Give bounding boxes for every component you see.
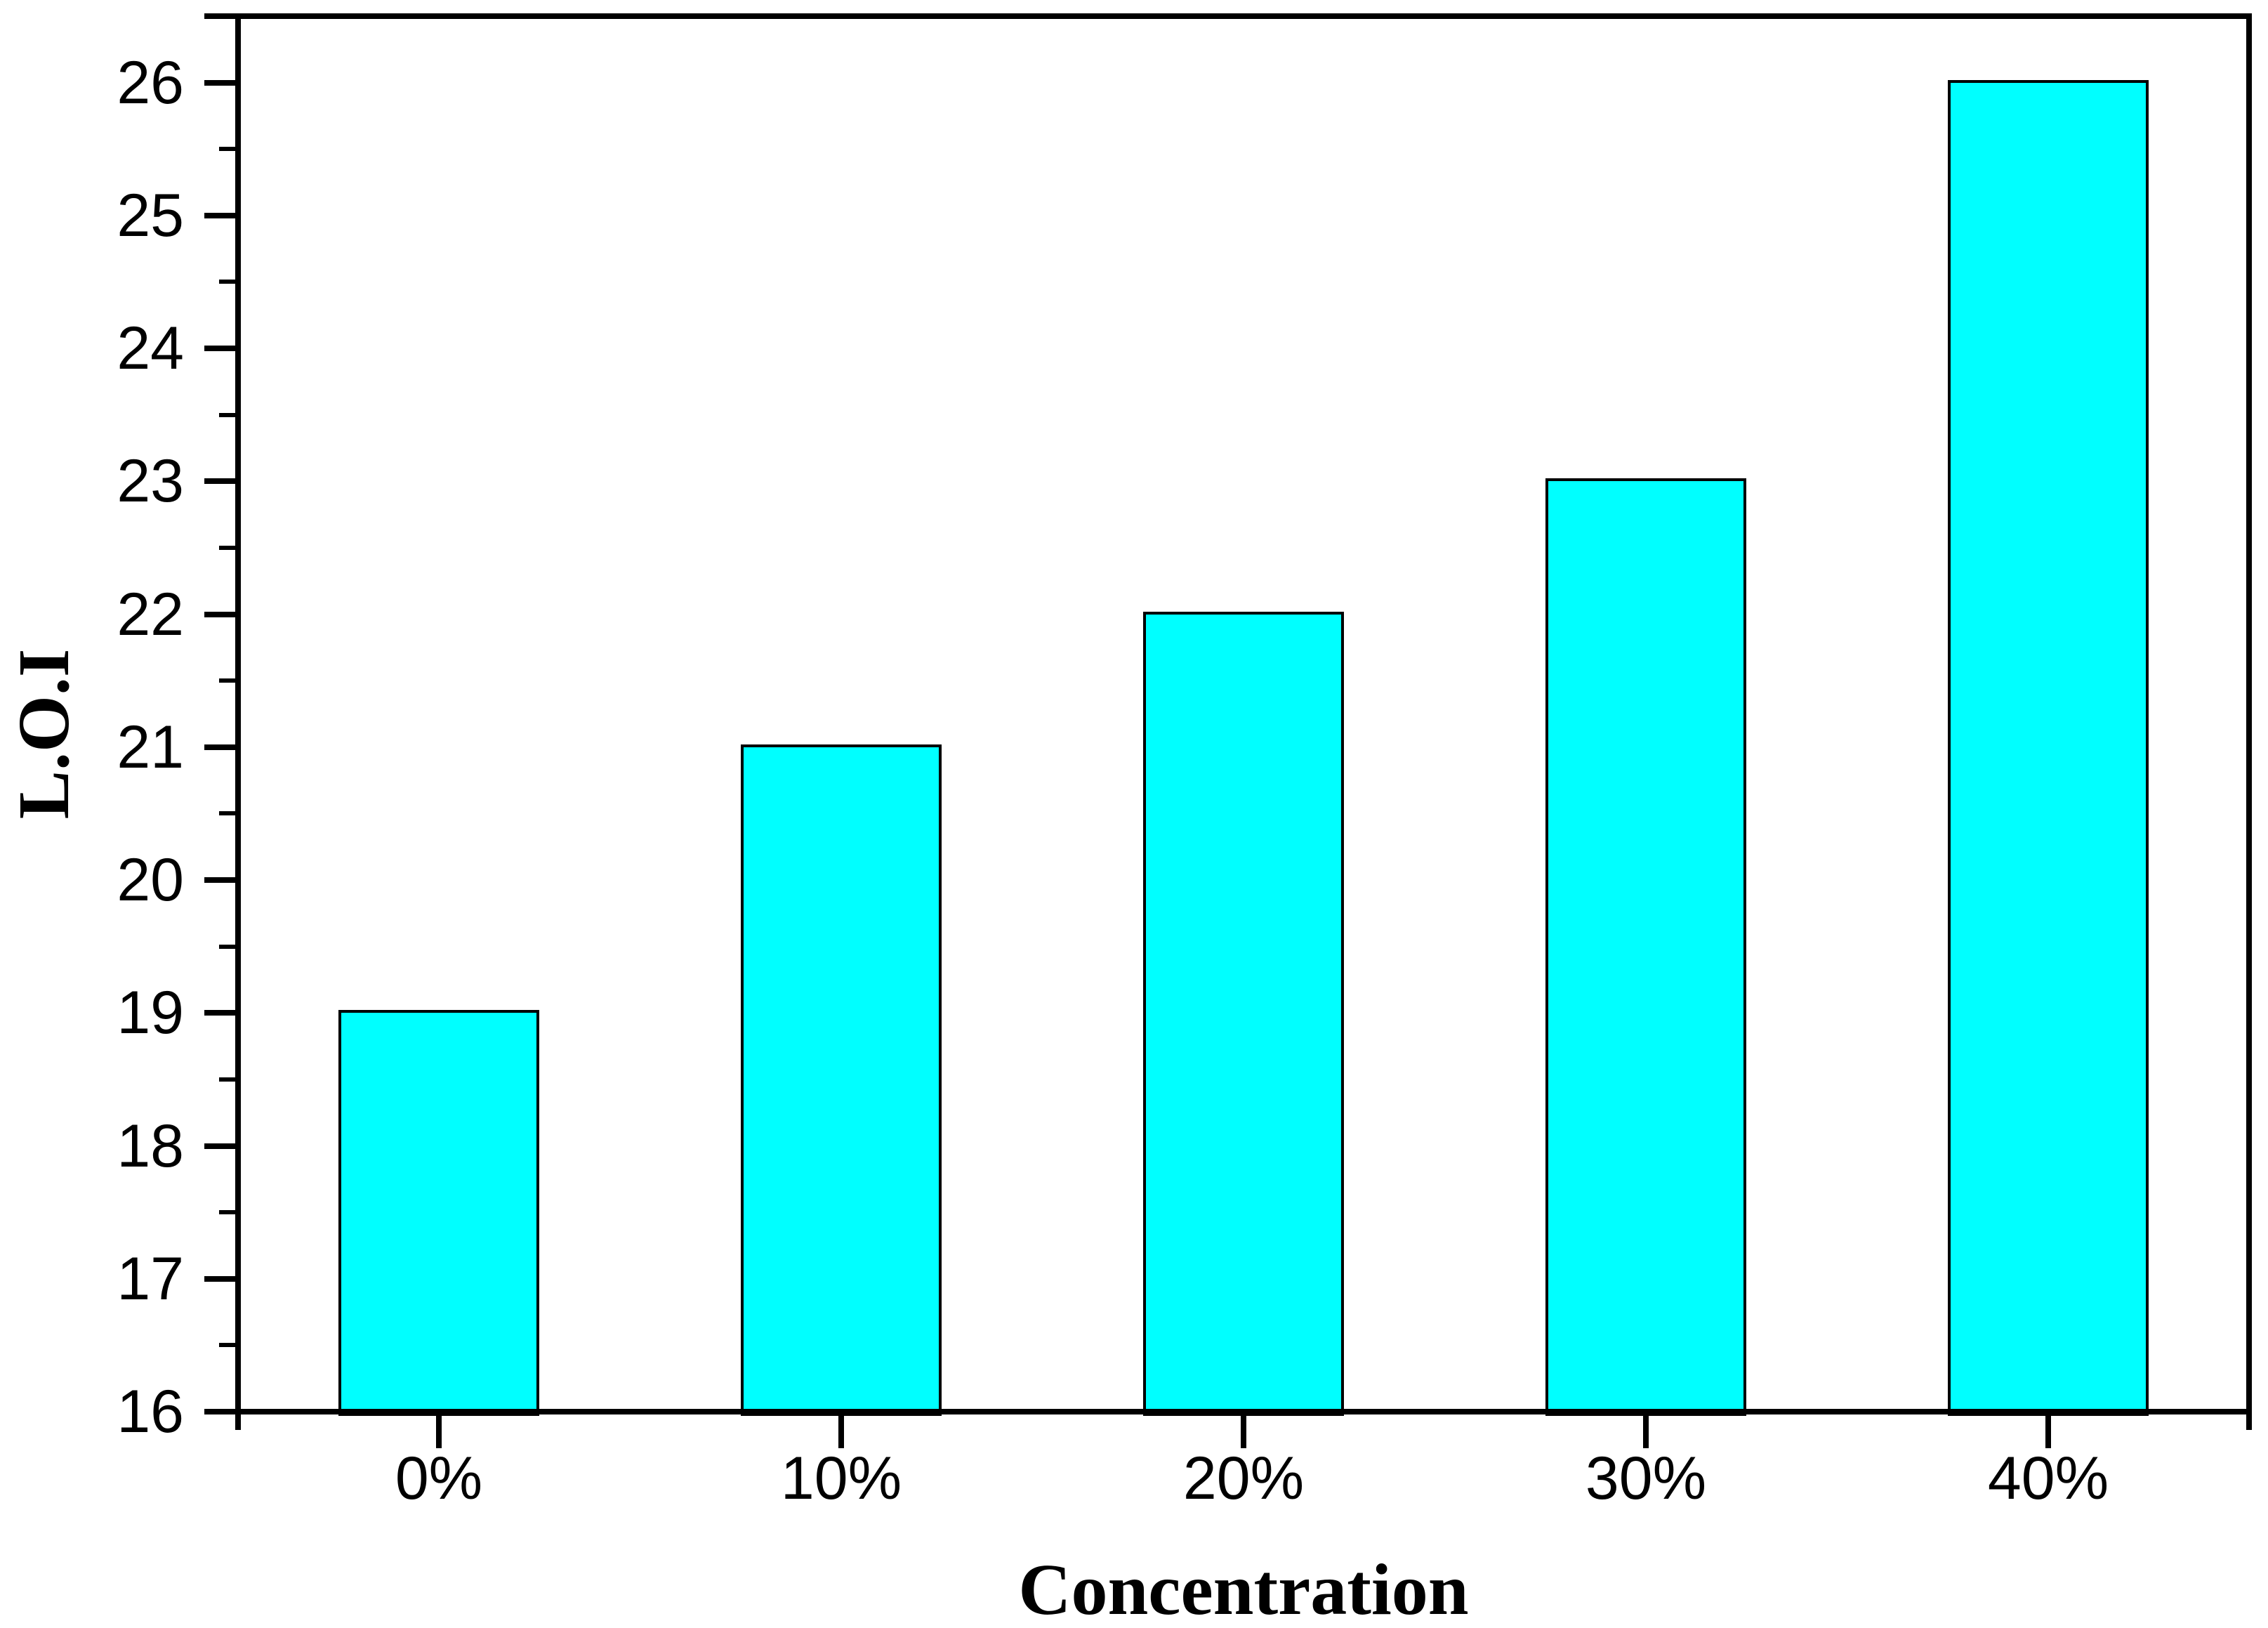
y-major-tick-18 (204, 1143, 238, 1149)
x-axis-right-end-tick (2246, 1414, 2252, 1430)
x-tick-10-percent (838, 1414, 844, 1448)
y-minor-tick-23.5 (219, 413, 238, 417)
y-major-tick-22 (204, 612, 238, 617)
y-major-tick-16 (204, 1409, 238, 1414)
y-tick-label-21: 21 (117, 714, 184, 781)
x-tick-40-percent (2045, 1414, 2051, 1448)
y-minor-tick-16.5 (219, 1343, 238, 1347)
x-tick-label-10-percent: 10% (780, 1445, 902, 1512)
y-minor-tick-22.5 (219, 546, 238, 550)
bar-30-percent (1545, 478, 1746, 1416)
y-tick-label-23: 23 (117, 447, 184, 515)
x-tick-30-percent (1643, 1414, 1649, 1448)
x-axis-left-end-tick (235, 1414, 241, 1430)
y-minor-tick-18.5 (219, 1077, 238, 1082)
x-axis-title: Concentration (1018, 1549, 1469, 1628)
y-minor-tick-21.5 (219, 678, 238, 683)
y-minor-tick-24.5 (219, 280, 238, 284)
y-tick-label-22: 22 (117, 581, 184, 648)
y-tick-label-18: 18 (117, 1112, 184, 1180)
plot-frame (235, 13, 2252, 1414)
y-tick-label-16: 16 (117, 1378, 184, 1445)
y-tick-label-20: 20 (117, 846, 184, 914)
y-minor-tick-17.5 (219, 1210, 238, 1214)
y-minor-tick-19.5 (219, 945, 238, 949)
bar-10-percent (741, 744, 942, 1416)
y-major-tick-20 (204, 877, 238, 883)
y-major-tick-26 (204, 80, 238, 86)
y-tick-label-25: 25 (117, 182, 184, 249)
y-tick-label-19: 19 (117, 979, 184, 1046)
y-major-tick-23 (204, 478, 238, 484)
y-major-tick-19 (204, 1010, 238, 1016)
x-tick-label-20-percent: 20% (1182, 1445, 1305, 1512)
x-tick-20-percent (1241, 1414, 1246, 1448)
y-axis-end-tick (204, 13, 238, 19)
y-major-tick-24 (204, 346, 238, 351)
bar-0-percent (338, 1010, 539, 1416)
y-major-tick-17 (204, 1276, 238, 1282)
y-tick-label-24: 24 (117, 315, 184, 382)
x-tick-label-40-percent: 40% (1987, 1445, 2109, 1512)
y-tick-label-17: 17 (117, 1245, 184, 1313)
x-tick-label-30-percent: 30% (1585, 1445, 1707, 1512)
y-minor-tick-25.5 (219, 147, 238, 151)
x-tick-0-percent (436, 1414, 442, 1448)
y-minor-tick-20.5 (219, 811, 238, 815)
x-tick-label-0-percent: 0% (395, 1445, 483, 1512)
y-tick-label-26: 26 (117, 49, 184, 117)
y-major-tick-25 (204, 213, 238, 218)
y-major-tick-21 (204, 744, 238, 750)
y-axis-title: L.O.I (4, 648, 84, 820)
bar-40-percent (1948, 80, 2149, 1416)
